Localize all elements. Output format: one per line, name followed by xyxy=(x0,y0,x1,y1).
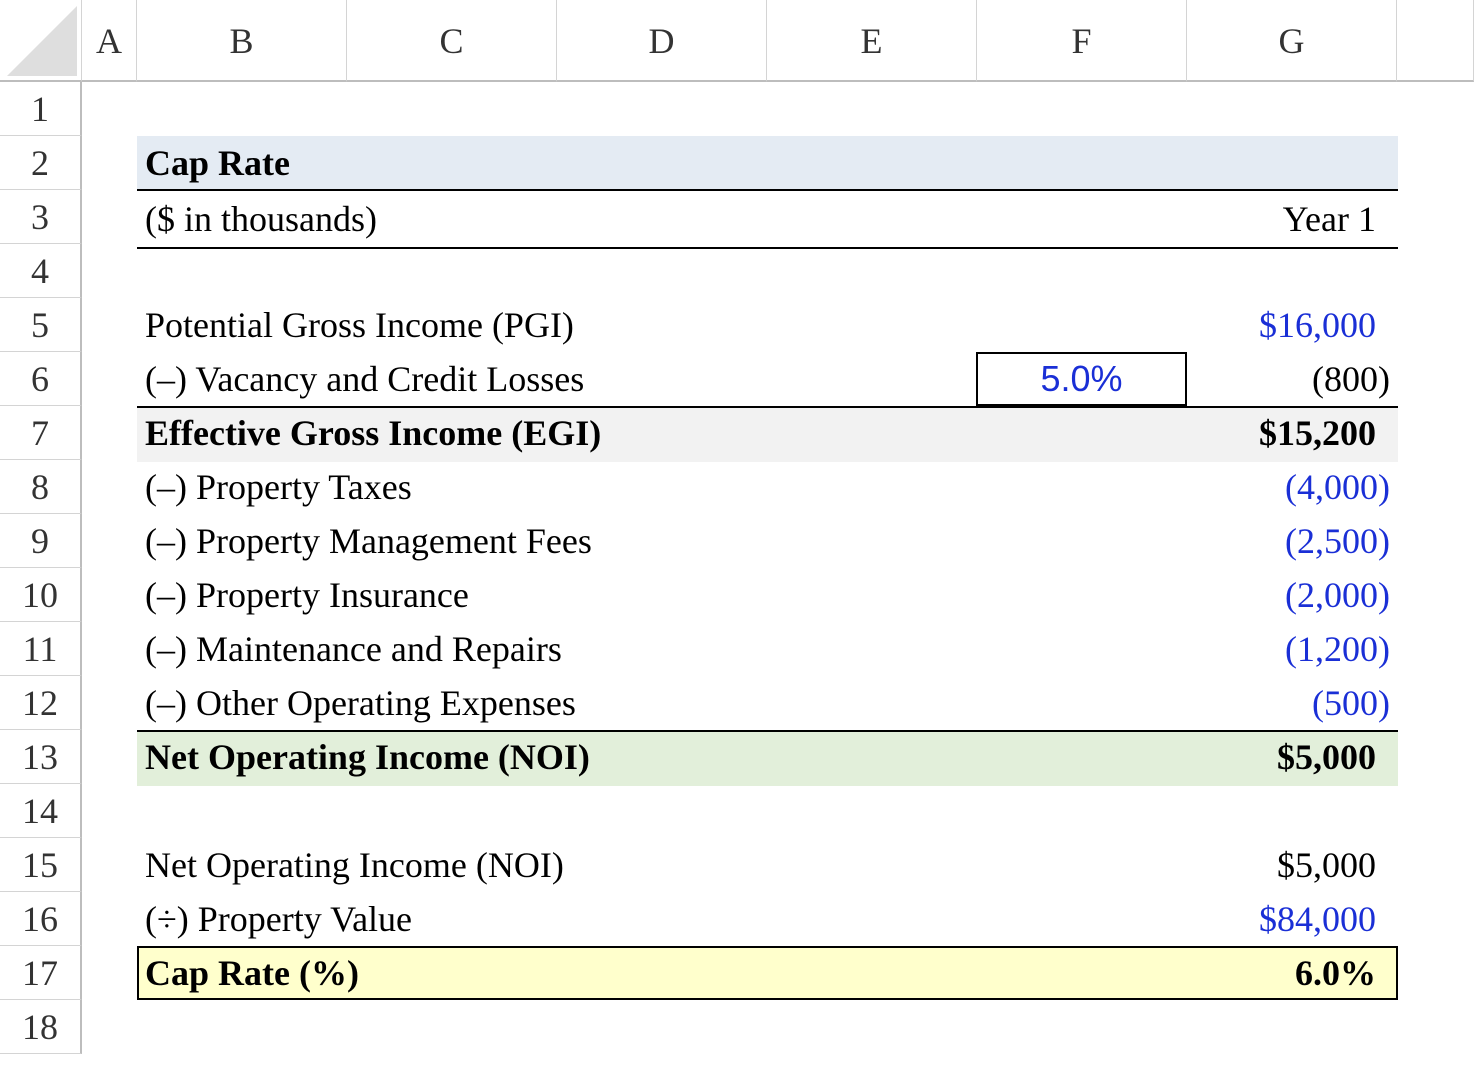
select-all-corner[interactable] xyxy=(0,0,82,82)
cap-rate-value: 6.0% xyxy=(1295,953,1376,993)
noi-value: $5,000 xyxy=(1277,737,1376,777)
row-header-10[interactable]: 10 xyxy=(0,568,82,622)
expense-label: (–) Property Insurance xyxy=(145,575,469,615)
pgi-value: $16,000 xyxy=(1259,305,1376,345)
vacancy-row[interactable]: (–) Vacancy and Credit Losses (800) xyxy=(137,352,1398,406)
vacancy-value: (800) xyxy=(1312,359,1390,399)
noi-row[interactable]: Net Operating Income (NOI) $5,000 xyxy=(137,730,1398,786)
column-header-a[interactable]: A xyxy=(82,0,137,82)
row-header-3[interactable]: 3 xyxy=(0,190,82,244)
property-value-row[interactable]: (÷) Property Value $84,000 xyxy=(137,892,1398,946)
row-header-17[interactable]: 17 xyxy=(0,946,82,1000)
vacancy-rate-input[interactable]: 5.0% xyxy=(976,352,1187,406)
egi-value: $15,200 xyxy=(1259,413,1376,453)
select-all-triangle xyxy=(7,6,77,76)
expense-row[interactable]: (–) Maintenance and Repairs (1,200) xyxy=(137,622,1398,676)
expense-label: (–) Other Operating Expenses xyxy=(145,683,576,723)
row-header-9[interactable]: 9 xyxy=(0,514,82,568)
title-row[interactable]: Cap Rate xyxy=(137,136,1398,190)
cap-rate-row[interactable]: Cap Rate (%) 6.0% xyxy=(137,946,1398,1000)
row-header-16[interactable]: 16 xyxy=(0,892,82,946)
expense-value: (500) xyxy=(1312,683,1390,723)
expense-row[interactable]: (–) Other Operating Expenses (500) xyxy=(137,676,1398,730)
pgi-row[interactable]: Potential Gross Income (PGI) $16,000 xyxy=(137,298,1398,352)
expense-value: (4,000) xyxy=(1285,467,1390,507)
row-header-12[interactable]: 12 xyxy=(0,676,82,730)
row-header-14[interactable]: 14 xyxy=(0,784,82,838)
row-header-1[interactable]: 1 xyxy=(0,82,82,136)
egi-row[interactable]: Effective Gross Income (EGI) $15,200 xyxy=(137,406,1398,462)
row-header-4[interactable]: 4 xyxy=(0,244,82,298)
property-value-value: $84,000 xyxy=(1259,899,1376,939)
row-header-2[interactable]: 2 xyxy=(0,136,82,190)
row-header-18[interactable]: 18 xyxy=(0,1000,82,1054)
units-row[interactable]: ($ in thousands) Year 1 xyxy=(137,189,1398,249)
sheet-title: Cap Rate xyxy=(145,143,290,183)
period-header: Year 1 xyxy=(1282,199,1376,239)
column-header-h[interactable] xyxy=(1397,0,1474,82)
expense-label: (–) Property Management Fees xyxy=(145,521,592,561)
row-header-15[interactable]: 15 xyxy=(0,838,82,892)
egi-label: Effective Gross Income (EGI) xyxy=(145,413,602,453)
cap-rate-label: Cap Rate (%) xyxy=(145,953,359,993)
expense-row[interactable]: (–) Property Management Fees (2,500) xyxy=(137,514,1398,568)
pgi-label: Potential Gross Income (PGI) xyxy=(145,305,574,345)
units-label: ($ in thousands) xyxy=(145,199,377,239)
column-header-f[interactable]: F xyxy=(977,0,1187,82)
column-header-b[interactable]: B xyxy=(137,0,347,82)
vacancy-label: (–) Vacancy and Credit Losses xyxy=(145,359,585,399)
expense-value: (2,500) xyxy=(1285,521,1390,561)
expense-row[interactable]: (–) Property Insurance (2,000) xyxy=(137,568,1398,622)
noi-ref-label: Net Operating Income (NOI) xyxy=(145,845,564,885)
expense-label: (–) Property Taxes xyxy=(145,467,412,507)
expense-row[interactable]: (–) Property Taxes (4,000) xyxy=(137,460,1398,514)
row-header-6[interactable]: 6 xyxy=(0,352,82,406)
row-header-8[interactable]: 8 xyxy=(0,460,82,514)
column-header-c[interactable]: C xyxy=(347,0,557,82)
column-header-e[interactable]: E xyxy=(767,0,977,82)
noi-label: Net Operating Income (NOI) xyxy=(145,737,590,777)
property-value-label: (÷) Property Value xyxy=(145,899,413,939)
column-header-g[interactable]: G xyxy=(1187,0,1397,82)
row-header-11[interactable]: 11 xyxy=(0,622,82,676)
row-header-5[interactable]: 5 xyxy=(0,298,82,352)
expense-value: (2,000) xyxy=(1285,575,1390,615)
column-header-d[interactable]: D xyxy=(557,0,767,82)
row-header-7[interactable]: 7 xyxy=(0,406,82,460)
expense-value: (1,200) xyxy=(1285,629,1390,669)
expense-label: (–) Maintenance and Repairs xyxy=(145,629,562,669)
row-header-13[interactable]: 13 xyxy=(0,730,82,784)
noi-ref-value: $5,000 xyxy=(1277,845,1376,885)
noi-ref-row[interactable]: Net Operating Income (NOI) $5,000 xyxy=(137,838,1398,892)
